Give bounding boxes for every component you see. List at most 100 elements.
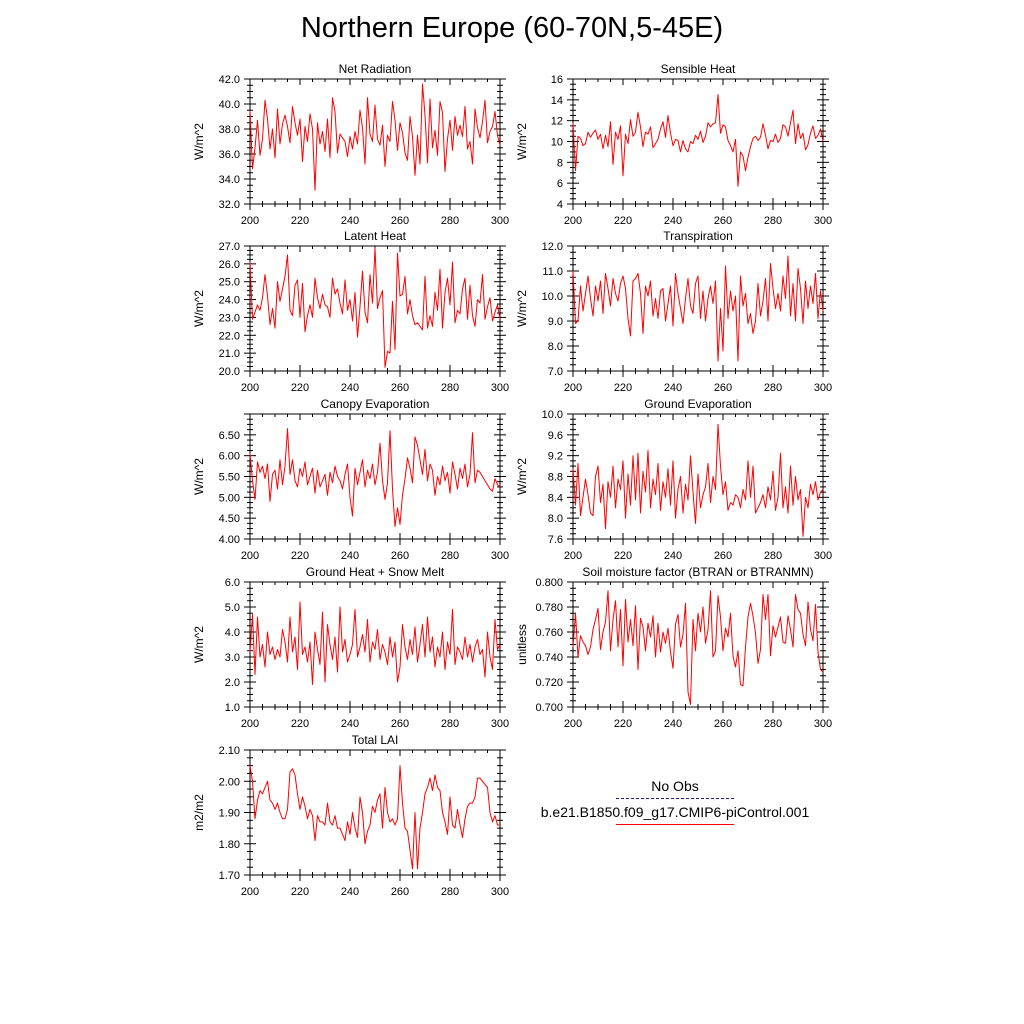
x-tick-label: 300: [814, 718, 832, 730]
x-tick-label: 260: [714, 382, 732, 394]
plot-frame: [249, 581, 501, 708]
y-tick-label: 7.6: [548, 534, 563, 546]
y-tick-label: 9.2: [548, 451, 563, 463]
x-tick-label: 240: [341, 550, 359, 562]
y-tick-label: 25.0: [219, 277, 240, 289]
x-tick-label: 200: [564, 718, 582, 730]
x-tick-label: 200: [241, 718, 259, 730]
y-tick-label: 36.0: [219, 149, 240, 161]
x-tick-label: 200: [564, 215, 582, 227]
series-line: [572, 94, 824, 187]
x-tick-label: 260: [391, 550, 409, 562]
series-line: [249, 83, 501, 191]
y-tick-label: 2.0: [225, 677, 240, 689]
panel-title: Ground Heat + Snow Melt: [306, 565, 445, 579]
y-tick-label: 6.0: [225, 577, 240, 589]
x-tick-label: 300: [491, 550, 509, 562]
legend-model-line: [616, 824, 734, 825]
y-tick-label: 1.70: [219, 870, 240, 882]
series-line: [572, 590, 824, 705]
y-tick-label: 2.00: [219, 776, 240, 788]
y-tick-label: 40.0: [219, 99, 240, 111]
legend-model-label: b.e21.B1850.f09_g17.CMIP6-piControl.001: [540, 804, 810, 820]
series-line: [249, 601, 501, 685]
x-tick-label: 280: [764, 718, 782, 730]
y-axis-label: W/m^2: [192, 458, 206, 495]
panel-title: Sensible Heat: [661, 62, 736, 76]
y-tick-label: 0.740: [535, 652, 563, 664]
panel-title: Ground Evaporation: [644, 397, 751, 411]
x-tick-label: 280: [441, 215, 459, 227]
y-axis-label: W/m^2: [192, 290, 206, 327]
x-tick-label: 260: [391, 215, 409, 227]
x-tick-label: 240: [341, 718, 359, 730]
y-axis-label: W/m^2: [192, 123, 206, 160]
y-tick-label: 3.0: [225, 652, 240, 664]
x-tick-label: 260: [714, 550, 732, 562]
chart-panel: Total LAI m2/m2 200 220 240 260 280 300 1.70 1.80…: [192, 733, 509, 898]
panel-title: Latent Heat: [344, 229, 407, 243]
x-tick-label: 260: [714, 215, 732, 227]
y-tick-label: 5.50: [219, 472, 240, 484]
y-axis-label: W/m^2: [515, 290, 529, 327]
panel-title: Canopy Evaporation: [321, 397, 430, 411]
y-tick-label: 6.00: [219, 451, 240, 463]
x-tick-label: 260: [714, 718, 732, 730]
x-tick-label: 280: [441, 718, 459, 730]
y-tick-label: 12.0: [542, 241, 563, 253]
y-tick-label: 0.800: [535, 577, 563, 589]
chart-panel: Latent Heat W/m^2 200 220 240 260 280 300 20.0 21…: [192, 229, 509, 394]
y-axis-label: W/m^2: [515, 123, 529, 160]
x-tick-label: 300: [491, 886, 509, 898]
y-tick-label: 12: [551, 116, 563, 128]
y-tick-label: 0.700: [535, 702, 563, 714]
panel-title: Net Radiation: [339, 62, 412, 76]
y-tick-label: 16: [551, 74, 563, 86]
x-tick-label: 280: [764, 382, 782, 394]
y-tick-label: 1.80: [219, 839, 240, 851]
x-tick-label: 300: [814, 550, 832, 562]
x-tick-label: 240: [664, 550, 682, 562]
x-tick-label: 280: [764, 550, 782, 562]
y-tick-label: 4.0: [225, 627, 240, 639]
x-tick-label: 260: [391, 382, 409, 394]
panel-title: Soil moisture factor (BTRAN or BTRANMN): [582, 565, 813, 579]
y-tick-label: 7.0: [548, 366, 563, 378]
x-tick-label: 300: [491, 718, 509, 730]
y-axis-label: W/m^2: [192, 626, 206, 663]
y-tick-label: 2.10: [219, 745, 240, 757]
y-tick-label: 23.0: [219, 312, 240, 324]
y-tick-label: 11.0: [542, 266, 563, 278]
y-tick-label: 21.0: [219, 348, 240, 360]
y-tick-label: 8.0: [548, 513, 563, 525]
legend: No Obs b.e21.B1850.f09_g17.CMIP6-piContr…: [530, 778, 820, 825]
y-axis-label: m2/m2: [192, 794, 206, 831]
x-tick-label: 240: [664, 718, 682, 730]
chart-panel: Net Radiation W/m^2 200 220 240 260 280 300 32.0…: [192, 62, 509, 227]
y-tick-label: 4.00: [219, 534, 240, 546]
plot-frame: [572, 78, 824, 205]
page-title: Northern Europe (60-70N,5-45E): [300, 12, 724, 44]
x-tick-label: 220: [291, 550, 309, 562]
x-tick-label: 280: [441, 382, 459, 394]
x-tick-label: 200: [241, 886, 259, 898]
y-tick-label: 22.0: [219, 330, 240, 342]
plot-frame: [572, 245, 824, 372]
y-tick-label: 8.8: [548, 472, 563, 484]
x-tick-label: 280: [764, 215, 782, 227]
x-tick-label: 200: [564, 550, 582, 562]
x-tick-label: 220: [614, 718, 632, 730]
chart-panel: Sensible Heat W/m^2 200 220 240 260 280 300 4 6 8 1…: [515, 62, 832, 227]
y-axis-label: unitless: [515, 624, 529, 665]
y-tick-label: 10.0: [542, 291, 563, 303]
y-tick-label: 32.0: [219, 199, 240, 211]
chart-panel: Ground Evaporation W/m^2 200 220 240 260 280 30…: [515, 397, 832, 562]
y-tick-label: 0.760: [535, 627, 563, 639]
x-tick-label: 240: [664, 215, 682, 227]
series-line: [249, 247, 501, 368]
x-tick-label: 220: [291, 382, 309, 394]
x-tick-label: 300: [491, 215, 509, 227]
x-tick-label: 240: [341, 886, 359, 898]
x-tick-label: 220: [614, 550, 632, 562]
y-tick-label: 1.0: [225, 702, 240, 714]
